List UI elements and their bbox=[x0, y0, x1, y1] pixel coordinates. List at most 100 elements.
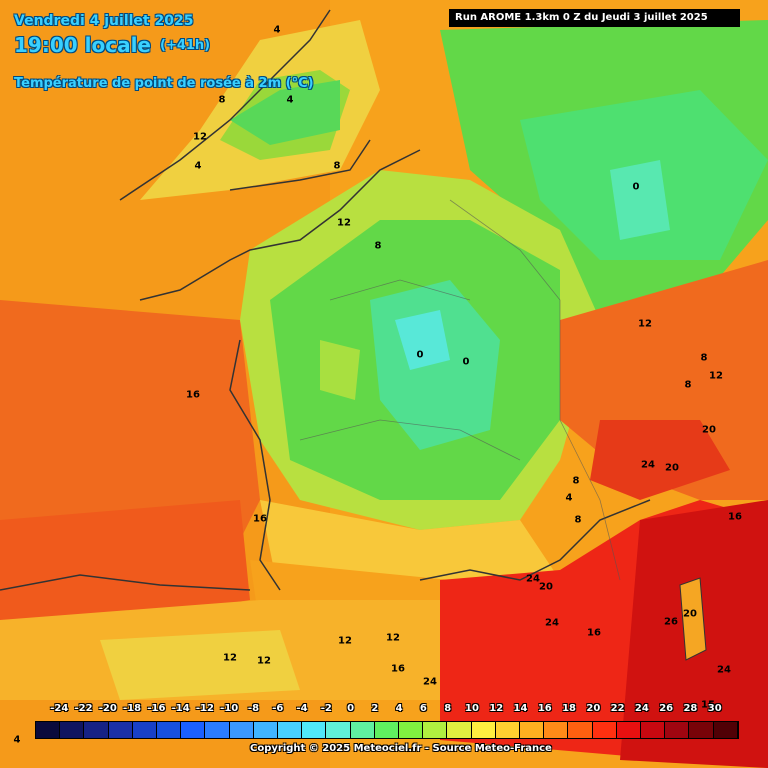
legend-tick: 24 bbox=[634, 703, 649, 714]
contour-label: 16 bbox=[587, 627, 601, 639]
legend-tick: -12 bbox=[195, 703, 214, 714]
contour-label: 0 bbox=[416, 349, 424, 361]
legend-swatch bbox=[36, 722, 61, 738]
contour-label: 16 bbox=[391, 663, 405, 675]
legend-tick: 14 bbox=[513, 703, 528, 714]
contour-label: 8 bbox=[684, 379, 692, 391]
contour-label: 4 bbox=[286, 94, 294, 106]
contour-label: 20 bbox=[539, 581, 553, 593]
legend-swatch bbox=[616, 722, 642, 738]
legend-tick: 12 bbox=[489, 703, 504, 714]
contour-label: 12 bbox=[638, 318, 652, 330]
contour-label: 4 bbox=[194, 160, 202, 172]
contour-label: 15 bbox=[701, 699, 715, 711]
legend-swatch bbox=[132, 722, 158, 738]
legend-tick: -20 bbox=[98, 703, 117, 714]
contour-label: 20 bbox=[665, 462, 679, 474]
legend-tick: -10 bbox=[220, 703, 239, 714]
legend-tick: -2 bbox=[320, 703, 332, 714]
contour-label: 16 bbox=[186, 389, 200, 401]
legend-tick: 2 bbox=[371, 703, 379, 714]
legend-swatch bbox=[253, 722, 279, 738]
legend-tick: -22 bbox=[74, 703, 93, 714]
contour-label: 24 bbox=[717, 664, 731, 676]
legend-swatch bbox=[447, 722, 472, 738]
legend-swatch bbox=[665, 722, 690, 738]
legend-tick: 28 bbox=[683, 703, 698, 714]
legend-tick: 18 bbox=[562, 703, 577, 714]
color-scale bbox=[35, 721, 739, 739]
contour-label: 12 bbox=[337, 217, 351, 229]
legend-swatch bbox=[568, 722, 593, 738]
contour-label: 24 bbox=[641, 459, 655, 471]
legend-swatch bbox=[229, 722, 254, 738]
legend-swatch bbox=[326, 722, 351, 738]
contour-label: 8 bbox=[218, 94, 226, 106]
legend-tick: 0 bbox=[347, 703, 355, 714]
contour-label: 12 bbox=[338, 635, 352, 647]
contour-label: 8 bbox=[700, 352, 708, 364]
legend-swatch bbox=[60, 722, 85, 738]
copyright: Copyright © 2025 Meteociel.fr - Source M… bbox=[250, 743, 552, 754]
contour-label: 24 bbox=[526, 573, 540, 585]
contour-label: 0 bbox=[632, 181, 640, 193]
contour-label: 8 bbox=[374, 240, 382, 252]
legend-tick: -24 bbox=[50, 703, 69, 714]
contour-label: 26 bbox=[664, 616, 678, 628]
legend-tick: 6 bbox=[419, 703, 427, 714]
legend-swatch bbox=[302, 722, 327, 738]
legend-tick: 20 bbox=[586, 703, 601, 714]
legend-swatch bbox=[520, 722, 545, 738]
legend-swatch bbox=[84, 722, 109, 738]
forecast-date: Vendredi 4 juillet 2025 bbox=[14, 13, 194, 29]
legend-swatch bbox=[399, 722, 424, 738]
contour-label: 12 bbox=[386, 632, 400, 644]
contour-label: 8 bbox=[574, 514, 582, 526]
legend-swatch bbox=[641, 722, 666, 738]
legend-swatch bbox=[157, 722, 182, 738]
legend-swatch bbox=[471, 722, 496, 738]
legend-swatch bbox=[713, 722, 738, 738]
legend-tick: 4 bbox=[395, 703, 403, 714]
legend-swatch bbox=[495, 722, 521, 738]
contour-label: 20 bbox=[683, 608, 697, 620]
legend-swatch bbox=[205, 722, 230, 738]
parameter-title: Température de point de rosée à 2m (°C) bbox=[14, 76, 314, 91]
legend-tick: 22 bbox=[610, 703, 625, 714]
legend-tick: -4 bbox=[296, 703, 308, 714]
contour-label: 8 bbox=[572, 475, 580, 487]
legend-tick: 16 bbox=[537, 703, 552, 714]
contour-label: 0 bbox=[462, 356, 470, 368]
contour-label: 12 bbox=[257, 655, 271, 667]
legend-swatch bbox=[374, 722, 400, 738]
contour-label: 8 bbox=[333, 160, 341, 172]
legend-swatch bbox=[689, 722, 714, 738]
legend-swatch bbox=[108, 722, 133, 738]
legend-tick: 30 bbox=[707, 703, 722, 714]
contour-label: 16 bbox=[728, 511, 742, 523]
contour-label: 12 bbox=[193, 131, 207, 143]
lead-time: (+41h) bbox=[160, 38, 211, 53]
legend-tick: -14 bbox=[171, 703, 190, 714]
model-run-banner: Run AROME 1.3km 0 Z du Jeudi 3 juillet 2… bbox=[449, 9, 740, 27]
contour-label: 12 bbox=[709, 370, 723, 382]
forecast-time: 19:00 locale bbox=[14, 33, 151, 57]
legend-swatch bbox=[181, 722, 206, 738]
legend-swatch bbox=[592, 722, 617, 738]
legend-swatch bbox=[423, 722, 448, 738]
legend-swatch bbox=[544, 722, 569, 738]
contour-label: 4 bbox=[565, 492, 573, 504]
legend-tick: 10 bbox=[464, 703, 479, 714]
legend-tick: -16 bbox=[147, 703, 166, 714]
contour-label: 24 bbox=[545, 617, 559, 629]
contour-label: 4 bbox=[13, 734, 21, 746]
contour-label: 4 bbox=[273, 24, 281, 36]
contour-label: 24 bbox=[423, 676, 437, 688]
contour-label: 16 bbox=[253, 513, 267, 525]
legend-tick: -6 bbox=[272, 703, 284, 714]
legend-tick: -8 bbox=[247, 703, 260, 714]
legend-tick: -18 bbox=[123, 703, 142, 714]
legend-tick: 8 bbox=[444, 703, 452, 714]
legend-swatch bbox=[278, 722, 303, 738]
